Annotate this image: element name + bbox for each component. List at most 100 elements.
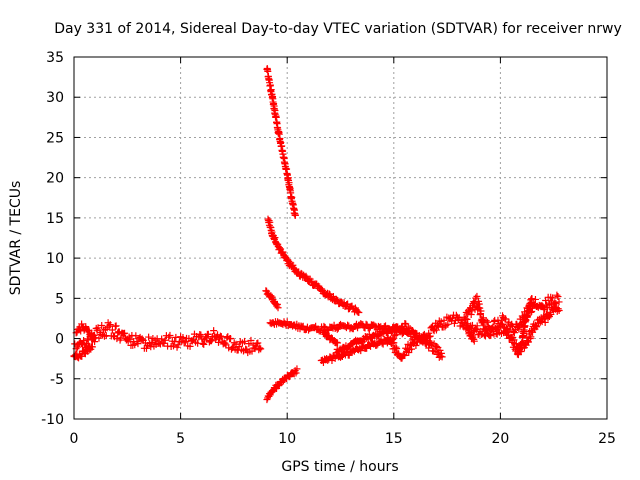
data-point-marker (467, 310, 475, 318)
x-tick-label: 25 (598, 431, 616, 447)
data-point-marker (247, 336, 255, 344)
y-axis-label: SDTVAR / TECUs (8, 181, 24, 296)
track-rising-lower-arc (263, 365, 301, 404)
data-point-marker (473, 292, 481, 300)
data-point-marker (548, 297, 556, 305)
data-point-marker (216, 332, 224, 340)
data-point-marker (408, 327, 416, 335)
data-point-marker (90, 331, 98, 339)
data-point-marker (197, 331, 205, 339)
data-point-marker (444, 320, 452, 328)
data-point-marker (477, 307, 485, 315)
data-point-marker (403, 329, 411, 337)
data-point-marker (230, 339, 238, 347)
data-point-marker (483, 326, 491, 334)
data-point-marker (438, 353, 446, 361)
data-point-marker (134, 340, 142, 348)
data-point-marker (132, 332, 140, 340)
data-point-marker (484, 318, 492, 326)
data-point-marker (108, 326, 116, 334)
data-point-marker (482, 317, 490, 325)
data-point-marker (553, 291, 561, 299)
data-point-marker (174, 341, 182, 349)
data-point-marker (333, 338, 341, 346)
data-point-marker (426, 332, 434, 340)
track-falling-short-arc (319, 328, 342, 347)
data-point-marker (473, 322, 481, 330)
data-point-marker (527, 333, 535, 341)
data-point-marker (179, 333, 187, 341)
data-point-marker (243, 346, 251, 354)
data-point-marker (412, 341, 420, 349)
x-tick-label: 5 (176, 431, 185, 447)
data-point-marker (502, 315, 510, 323)
y-tick-label: 15 (46, 211, 64, 227)
data-point-marker (254, 339, 262, 347)
data-point-marker (491, 325, 499, 333)
y-tick-label: 10 (46, 251, 64, 267)
data-point-marker (138, 335, 146, 343)
data-point-marker (302, 272, 310, 280)
data-point-marker (161, 336, 169, 344)
data-point-marker (147, 343, 155, 351)
data-point-marker (365, 324, 373, 332)
data-point-marker (528, 295, 536, 303)
data-point-marker (95, 334, 103, 342)
y-tick-label: -5 (50, 372, 64, 388)
data-point-marker (273, 300, 281, 308)
data-point-marker (480, 321, 488, 329)
x-axis-label: GPS time / hours (281, 459, 398, 475)
data-point-marker (221, 339, 229, 347)
track-late-band-d (475, 303, 563, 359)
data-point-marker (472, 325, 480, 333)
track-late-band-a (383, 330, 446, 362)
data-point-marker (399, 326, 407, 334)
data-point-marker (432, 342, 440, 350)
data-point-marker (470, 337, 478, 345)
data-point-marker (113, 335, 121, 343)
data-point-marker (463, 315, 471, 323)
data-point-marker (391, 332, 399, 340)
y-tick-label: -10 (41, 412, 64, 428)
data-point-marker (404, 323, 412, 331)
data-points (70, 65, 563, 404)
y-tick-label: 20 (46, 171, 64, 187)
axis-ticks: 0 5 10 15 20 25 -10 -5 0 5 10 15 20 25 30 35 (41, 50, 616, 447)
data-point-marker (549, 294, 557, 302)
track-main-band-early (70, 319, 265, 360)
data-point-marker (158, 335, 166, 343)
y-tick-label: 30 (46, 90, 64, 106)
data-point-marker (408, 345, 416, 353)
data-point-marker (515, 325, 523, 333)
data-point-marker (106, 321, 114, 329)
data-point-marker (432, 326, 440, 334)
data-point-marker (555, 298, 563, 306)
data-point-marker (273, 302, 281, 310)
track-late-spike (513, 295, 536, 358)
track-crossing-arc-b (332, 322, 401, 357)
track-upper-mid-arc (262, 287, 282, 312)
data-point-marker (126, 335, 134, 343)
data-point-marker (555, 306, 563, 314)
data-point-marker (402, 344, 410, 352)
x-tick-label: 15 (385, 431, 403, 447)
data-point-marker (353, 307, 361, 315)
data-point-marker (468, 307, 476, 315)
data-point-marker (554, 293, 562, 301)
data-point-marker (105, 322, 113, 330)
data-point-marker (325, 290, 333, 298)
data-point-marker (324, 331, 332, 339)
data-point-marker (392, 343, 400, 351)
data-point-marker (227, 334, 235, 342)
data-point-marker (78, 320, 86, 328)
track-main-band-early-lower (70, 342, 96, 362)
track-late-drop (462, 321, 478, 345)
x-tick-label: 20 (491, 431, 509, 447)
data-point-marker (499, 321, 507, 329)
data-point-marker (318, 285, 326, 293)
data-point-marker (200, 340, 208, 348)
data-point-marker (77, 327, 85, 335)
data-point-marker (373, 341, 381, 349)
data-point-marker (121, 329, 129, 337)
data-point-marker (292, 369, 300, 377)
